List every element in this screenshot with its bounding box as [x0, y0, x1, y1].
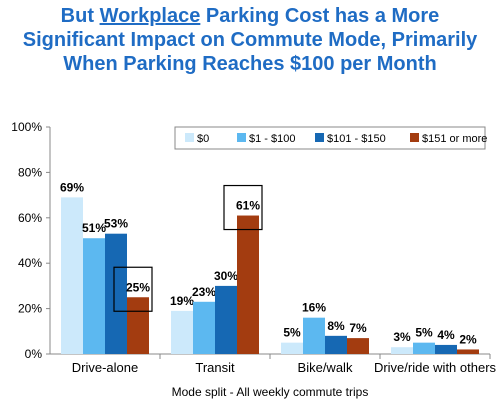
y-tick-label: 20%: [18, 302, 42, 316]
bar: [435, 344, 457, 354]
highlight-box: [113, 266, 153, 312]
y-tick-label: 40%: [18, 256, 42, 270]
data-label: 8%: [327, 319, 345, 333]
bar: [391, 347, 413, 354]
legend-box: [174, 126, 486, 150]
bar: [303, 317, 325, 354]
x-tick-label: Drive/ride with others: [374, 360, 497, 375]
chart-title: But Workplace Parking Cost has a More Si…: [0, 4, 500, 76]
data-label: 2%: [459, 332, 477, 346]
legend-swatch: [237, 133, 246, 142]
legend-swatch: [410, 133, 419, 142]
x-axis-title: Mode split - All weekly commute trips: [172, 385, 369, 399]
bar: [105, 233, 127, 354]
data-label: 5%: [283, 326, 301, 340]
bar: [171, 310, 193, 354]
data-label: 61%: [236, 199, 260, 213]
bar: [61, 197, 83, 354]
data-label: 7%: [349, 321, 367, 335]
bar: [325, 335, 347, 354]
data-label: 30%: [214, 269, 238, 283]
bar: [413, 342, 435, 354]
legend-label: $1 - $100: [249, 133, 295, 145]
data-label: 25%: [126, 280, 150, 294]
bar: [127, 297, 149, 354]
data-label: 5%: [415, 326, 433, 340]
bar: [281, 342, 303, 354]
y-tick-label: 60%: [18, 211, 42, 225]
highlight-box: [223, 184, 263, 231]
bar: [347, 338, 369, 354]
y-tick-label: 80%: [18, 165, 42, 179]
data-label: 69%: [60, 180, 84, 194]
x-tick-label: Bike/walk: [298, 360, 353, 375]
title-line-1: But Workplace Parking Cost has a More: [60, 5, 440, 27]
legend-label: $151 or more: [422, 133, 487, 145]
title-line-3: When Parking Reaches $100 per Month: [63, 53, 437, 75]
data-label: 3%: [393, 330, 411, 344]
legend-label: $101 - $150: [327, 133, 386, 145]
bar: [457, 349, 479, 354]
y-tick-label: 100%: [11, 120, 42, 134]
title-line-2: Significant Impact on Commute Mode, Prim…: [22, 29, 478, 51]
data-label: 16%: [302, 301, 326, 315]
bar: [83, 238, 105, 354]
x-tick-label: Drive-alone: [72, 360, 138, 375]
bar: [237, 215, 259, 354]
data-label: 53%: [104, 217, 128, 231]
legend-swatch: [185, 133, 194, 142]
x-tick-label: Transit: [195, 360, 235, 375]
data-label: 23%: [192, 285, 216, 299]
title-underlined-word: Workplace: [99, 5, 201, 27]
bar: [193, 301, 215, 354]
data-label: 51%: [82, 221, 106, 235]
legend-label: $0: [197, 133, 209, 145]
legend-swatch: [315, 133, 324, 142]
y-tick-label: 0%: [25, 347, 43, 361]
data-label: 19%: [170, 294, 194, 308]
data-label: 4%: [437, 328, 455, 342]
bar: [215, 285, 237, 354]
